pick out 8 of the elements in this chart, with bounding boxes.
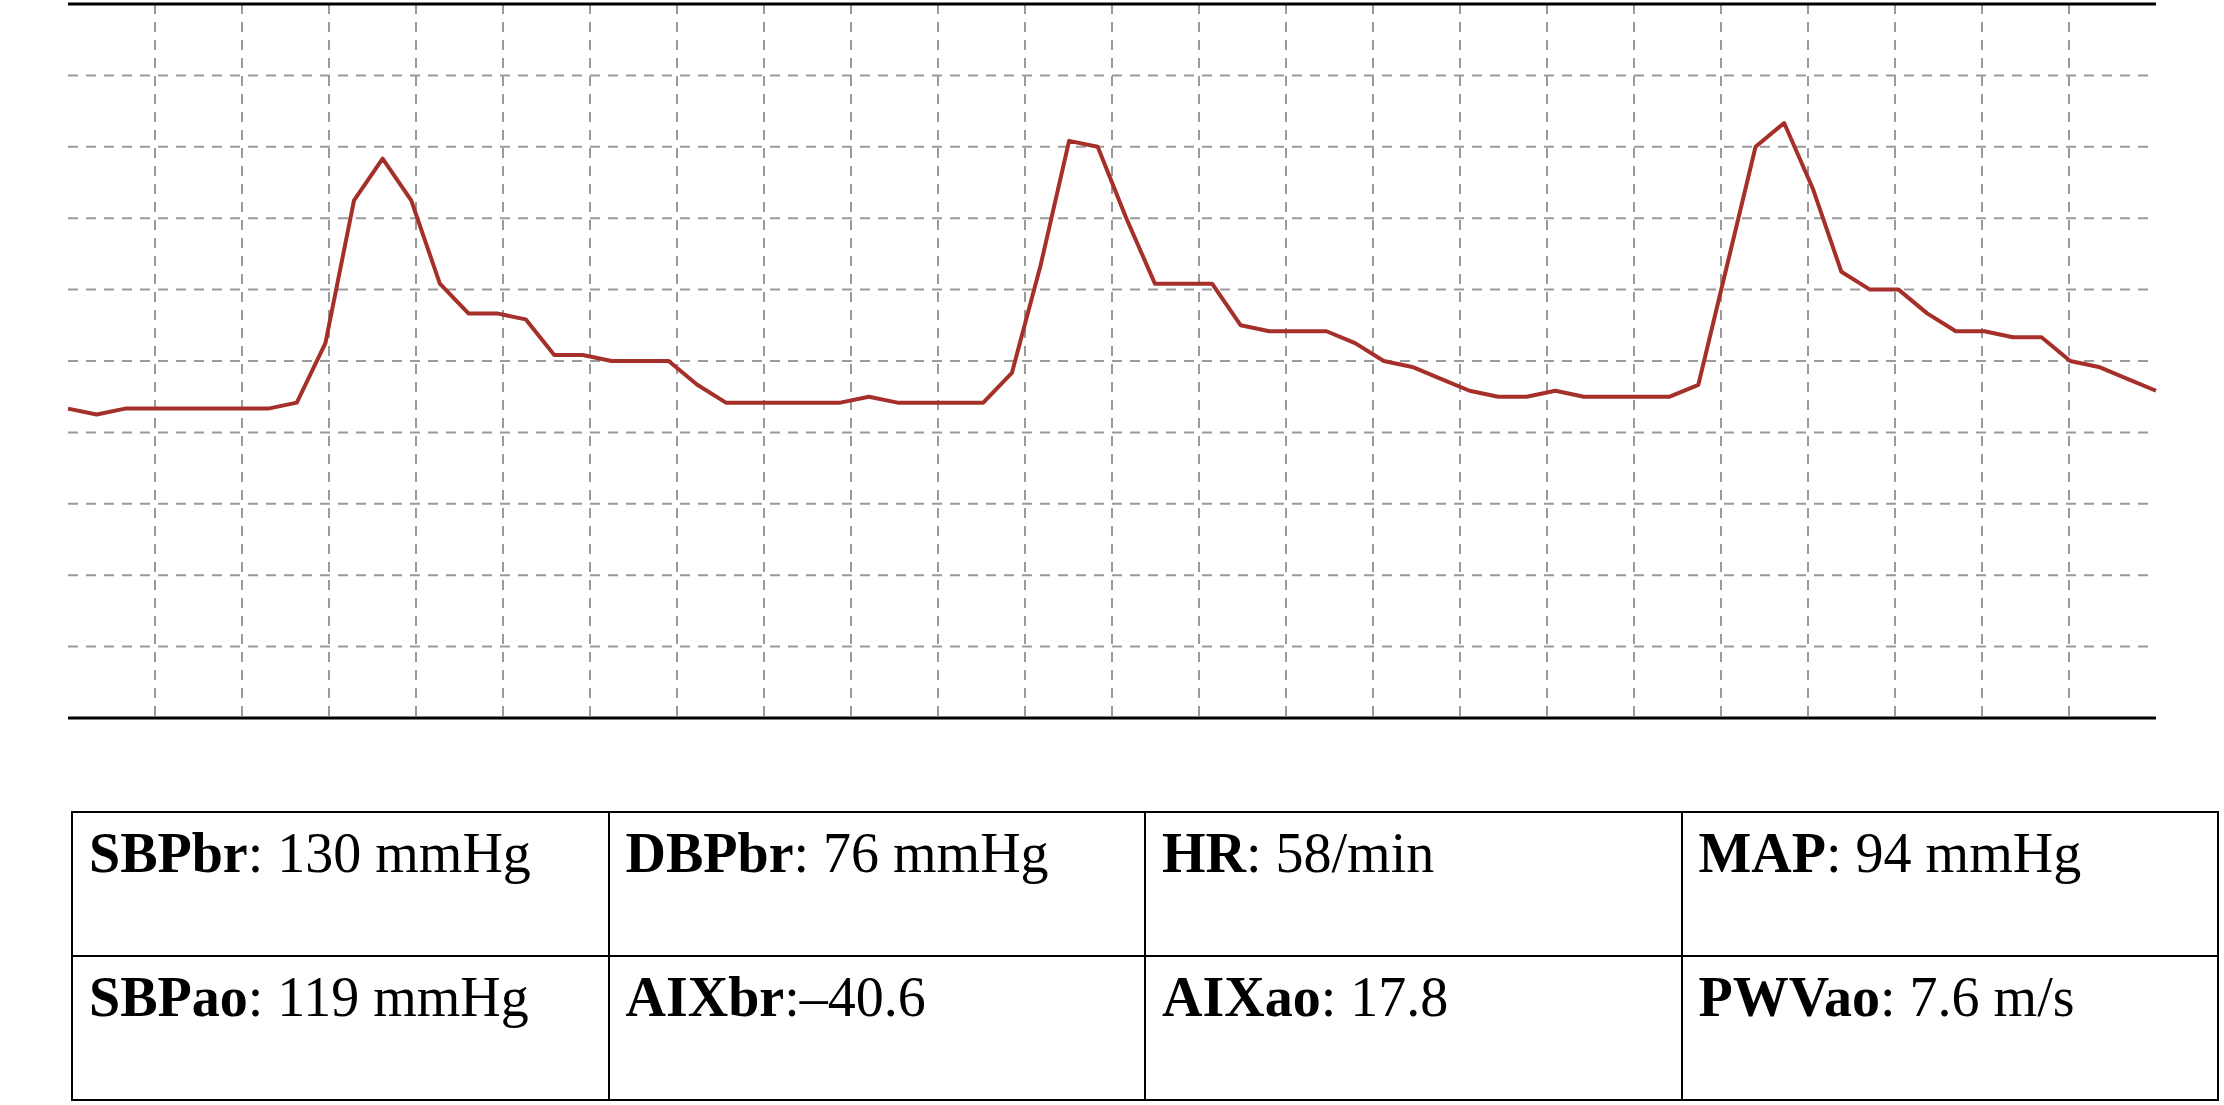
- text: AIXao: 17.8: [1145, 956, 1682, 1100]
- text: MAP: 94 mmHg: [1681, 812, 2218, 956]
- text: HR: 58/min: [1145, 812, 1682, 956]
- text: DBPbr: 76 mmHg: [608, 812, 1145, 956]
- text: SBPao: 119 mmHg: [72, 956, 609, 1100]
- text: PWVao: 7.6 m/s: [1681, 956, 2218, 1100]
- text: AIXbr:–40.6: [608, 956, 1145, 1100]
- text: SBPbr: 130 mmHg: [72, 812, 609, 956]
